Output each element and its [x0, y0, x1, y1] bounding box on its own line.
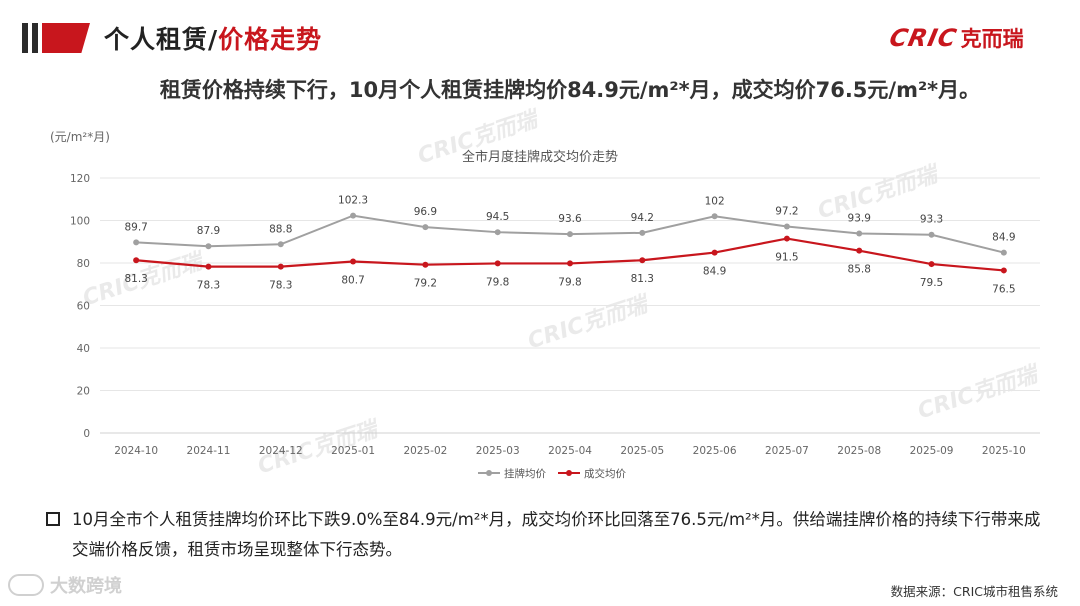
- data-point: [422, 261, 429, 268]
- x-tick-label: 2025-03: [476, 445, 520, 457]
- x-tick-label: 2024-12: [259, 445, 303, 457]
- y-tick-label: 0: [83, 428, 90, 440]
- data-point: [133, 239, 140, 246]
- data-point: [783, 235, 790, 242]
- logo-brand-cn: 克而瑞: [960, 27, 1024, 51]
- x-tick-label: 2025-04: [548, 445, 592, 457]
- corner-logo: 大数跨境: [8, 572, 122, 598]
- x-tick-label: 2025-07: [765, 445, 809, 457]
- page-title: 个人租赁/价格走势: [104, 25, 323, 54]
- header: 个人租赁/价格走势 CRIC 克而瑞: [0, 0, 1080, 70]
- data-label: 79.8: [558, 276, 581, 288]
- data-point: [1000, 249, 1007, 256]
- data-point: [567, 231, 573, 238]
- chart-title: 全市月度挂牌成交均价走势: [461, 150, 618, 165]
- x-tick-label: 2025-05: [620, 445, 664, 457]
- x-tick-label: 2025-01: [331, 445, 375, 457]
- data-label: 97.2: [775, 205, 798, 217]
- y-tick-label: 60: [77, 301, 90, 313]
- data-point: [928, 231, 935, 238]
- legend-label: 挂牌均价: [504, 467, 546, 480]
- x-tick-label: 2025-08: [837, 445, 881, 457]
- data-label: 79.2: [414, 278, 437, 290]
- data-label: 89.7: [124, 221, 147, 233]
- x-tick-label: 2024-10: [114, 445, 158, 457]
- data-point: [205, 243, 212, 250]
- data-label: 81.3: [631, 273, 654, 285]
- data-point: [350, 212, 357, 219]
- data-point: [928, 261, 935, 268]
- x-tick-label: 2025-09: [910, 445, 954, 457]
- data-label: 79.8: [486, 276, 509, 288]
- data-label: 102: [705, 195, 725, 207]
- y-tick-label: 100: [70, 216, 90, 228]
- data-point: [422, 224, 429, 231]
- y-axis-unit: (元/m²*月): [50, 130, 110, 144]
- cric-logo: CRIC 克而瑞: [887, 22, 1024, 54]
- data-point: [133, 257, 140, 264]
- y-tick-label: 20: [77, 386, 90, 398]
- data-point: [205, 263, 212, 270]
- data-label: 91.5: [775, 252, 798, 264]
- data-label: 76.5: [992, 283, 1015, 295]
- data-point: [494, 260, 501, 267]
- data-label: 93.3: [920, 214, 943, 226]
- data-point: [639, 257, 646, 264]
- data-label: 88.8: [269, 223, 292, 235]
- data-point: [350, 258, 357, 265]
- data-point: [1000, 267, 1007, 274]
- data-point: [494, 229, 501, 236]
- data-point: [856, 247, 863, 254]
- data-label: 102.3: [338, 195, 368, 207]
- legend-label: 成交均价: [584, 467, 626, 480]
- data-point: [783, 223, 790, 230]
- data-point: [277, 241, 284, 248]
- corner-logo-text: 大数跨境: [50, 576, 122, 597]
- data-label: 84.9: [703, 266, 726, 278]
- data-point: [567, 260, 573, 267]
- x-tick-label: 2025-02: [403, 445, 447, 457]
- data-label: 85.8: [848, 264, 871, 276]
- data-point: [711, 213, 718, 220]
- data-label: 81.3: [124, 273, 147, 285]
- data-point: [711, 249, 718, 256]
- y-tick-label: 120: [70, 173, 90, 185]
- legend-marker: [566, 470, 572, 476]
- data-point: [639, 229, 646, 236]
- header-bar-decoration: [22, 23, 28, 53]
- data-point: [856, 230, 863, 237]
- data-label: 96.9: [414, 206, 437, 218]
- data-source: 数据来源：CRIC城市租售系统: [890, 584, 1058, 599]
- corner-logo-icon: [8, 574, 44, 596]
- data-label: 94.5: [486, 211, 509, 223]
- data-label: 78.3: [269, 280, 292, 292]
- data-label: 93.6: [558, 213, 582, 225]
- data-label: 80.7: [341, 275, 364, 287]
- x-tick-label: 2025-06: [693, 445, 737, 457]
- data-label: 79.5: [920, 277, 943, 289]
- x-tick-label: 2024-11: [187, 445, 231, 457]
- y-tick-label: 80: [77, 258, 90, 270]
- data-label: 94.2: [631, 212, 654, 224]
- bullet-square-icon: [46, 512, 60, 526]
- data-point: [277, 263, 284, 270]
- x-tick-label: 2025-10: [982, 445, 1026, 457]
- data-label: 78.3: [197, 280, 220, 292]
- data-label: 84.9: [992, 232, 1015, 244]
- analysis-note: 10月全市个人租赁挂牌均价环比下跌9.0%至84.9元/m²*月，成交均价环比回…: [72, 510, 1041, 559]
- headline: 租赁价格持续下行，10月个人租赁挂牌均价84.9元/m²*月，成交均价76.5元…: [159, 78, 981, 102]
- data-label: 87.9: [197, 225, 220, 237]
- header-red-flag: [42, 23, 90, 53]
- y-tick-label: 40: [77, 343, 90, 355]
- data-label: 93.9: [848, 212, 871, 224]
- header-bar-decoration: [32, 23, 38, 53]
- legend-marker: [486, 470, 492, 476]
